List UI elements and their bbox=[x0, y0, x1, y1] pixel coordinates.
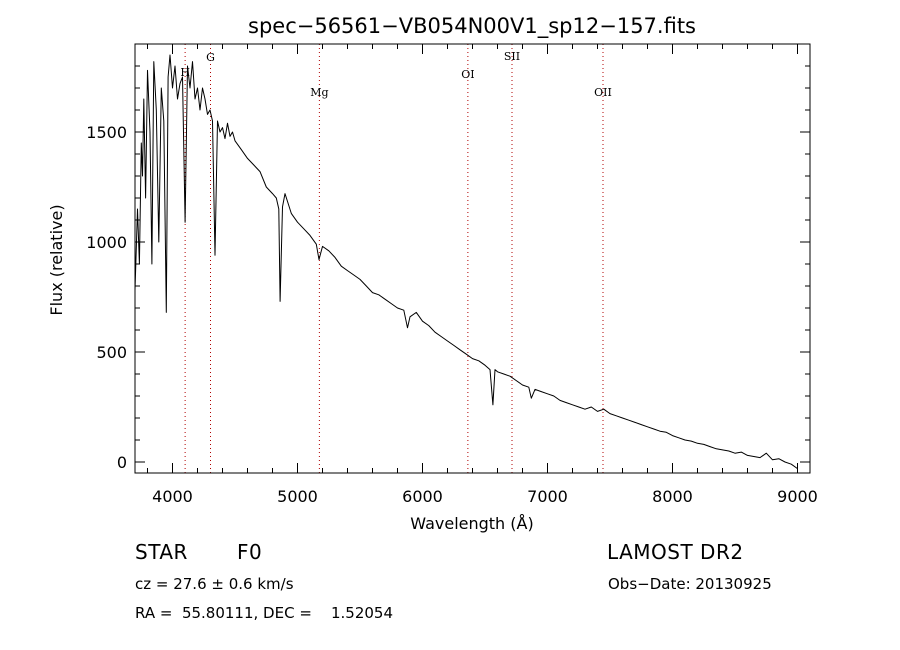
observation-date: Obs−Date: 20130925 bbox=[608, 575, 772, 593]
y-tick-label-1000: 1000 bbox=[86, 233, 127, 252]
series-line-0 bbox=[134, 54, 798, 470]
y-tick-label-1500: 1500 bbox=[86, 123, 127, 142]
coordinates: RA = 55.80111, DEC = 1.52054 bbox=[135, 604, 393, 622]
vline-label-h: H bbox=[180, 66, 190, 79]
vline-label-oii: OII bbox=[594, 86, 612, 99]
spectral-subclass: F0 bbox=[237, 540, 263, 564]
x-axis-label: Wavelength (Å) bbox=[410, 514, 533, 533]
x-tick-label-8000: 8000 bbox=[652, 487, 693, 506]
spectral-line-markers: H G Mg OI SII OII bbox=[180, 44, 612, 473]
x-tick-label-5000: 5000 bbox=[277, 487, 318, 506]
y-tick-label-500: 500 bbox=[96, 343, 127, 362]
vline-label-g: G bbox=[206, 51, 215, 64]
survey-name: LAMOST DR2 bbox=[607, 540, 744, 564]
vline-label-sii: SII bbox=[504, 50, 520, 63]
chart-title: spec−56561−VB054N00V1_sp12−157.fits bbox=[248, 14, 696, 39]
y-axis-label: Flux (relative) bbox=[47, 204, 66, 315]
vline-label-mg: Mg bbox=[310, 86, 328, 99]
redshift-velocity: cz = 27.6 ± 0.6 km/s bbox=[135, 575, 294, 593]
spectrum-series bbox=[134, 54, 798, 470]
y-axis: 0 500 1000 1500 bbox=[86, 65, 810, 472]
object-class: STAR bbox=[135, 540, 188, 564]
x-tick-label-7000: 7000 bbox=[527, 487, 568, 506]
x-axis: 4000 5000 6000 7000 8000 9000 bbox=[147, 44, 818, 506]
x-tick-label-6000: 6000 bbox=[402, 487, 443, 506]
x-tick-label-9000: 9000 bbox=[777, 487, 818, 506]
x-tick-label-4000: 4000 bbox=[152, 487, 193, 506]
y-tick-label-0: 0 bbox=[117, 453, 127, 472]
vline-label-oi: OI bbox=[461, 68, 474, 81]
plot-frame bbox=[134, 43, 811, 474]
